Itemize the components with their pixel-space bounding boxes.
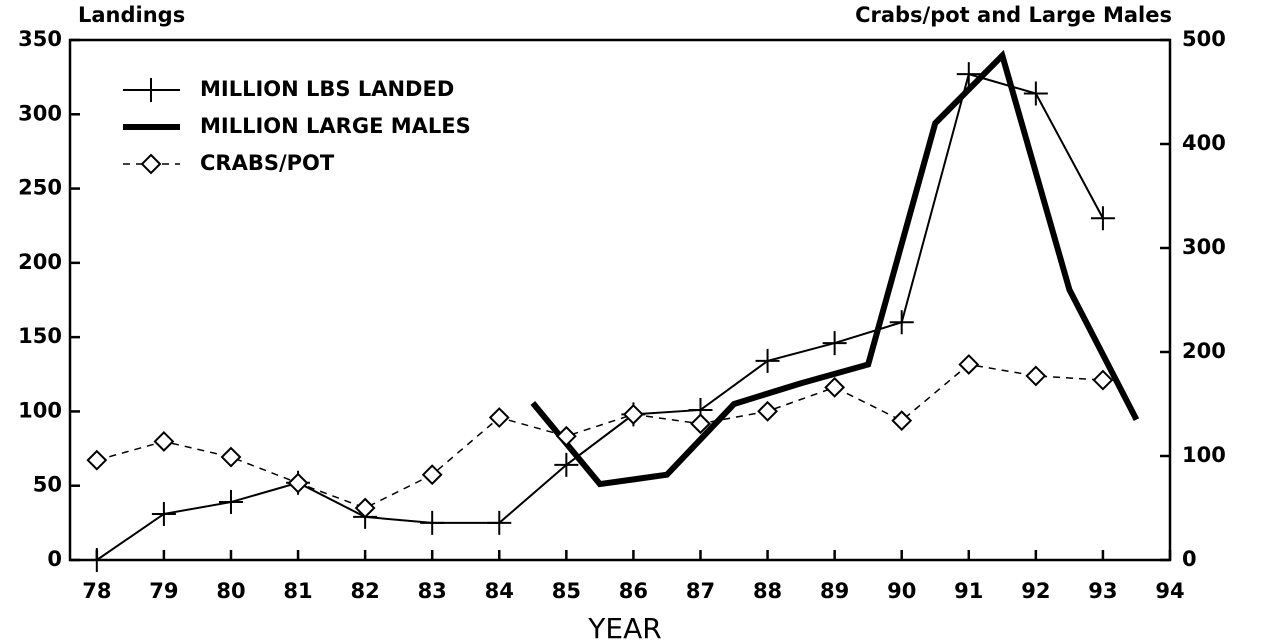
point <box>1023 81 1048 106</box>
point <box>287 472 309 494</box>
point <box>755 348 780 373</box>
point <box>86 449 108 471</box>
x-tick-label: 81 <box>283 579 312 603</box>
series-line <box>530 49 1140 488</box>
x-tick-label: 92 <box>1021 579 1050 603</box>
point <box>84 548 109 572</box>
point <box>218 490 243 515</box>
x-tick-label: 80 <box>216 579 245 603</box>
point <box>488 407 510 428</box>
point <box>421 464 443 486</box>
point <box>889 310 914 335</box>
y-tick-label: 350 <box>18 27 62 51</box>
x-tick-label: 79 <box>149 579 178 603</box>
point <box>824 376 846 398</box>
legend-label: CRABS/POT <box>200 151 335 175</box>
point <box>555 425 577 447</box>
legend-label: MILLION LBS LANDED <box>200 77 454 101</box>
point <box>487 510 512 535</box>
point <box>822 331 847 356</box>
y-tick-label: 200 <box>18 250 62 274</box>
x-tick-label: 78 <box>82 579 111 603</box>
legend-marker <box>139 78 163 102</box>
y2-tick-label: 0 <box>1182 547 1197 571</box>
x-tick-label: 83 <box>418 579 447 603</box>
y2-tick-label: 200 <box>1182 339 1226 363</box>
point <box>956 62 981 87</box>
y2-axis-label: Crabs/pot and Large Males <box>855 3 1172 27</box>
x-tick-label: 90 <box>887 579 916 603</box>
point <box>1090 206 1115 231</box>
point <box>354 497 376 519</box>
point <box>220 446 242 468</box>
x-tick-label: 82 <box>351 579 380 603</box>
x-tick-label: 84 <box>485 579 514 603</box>
point <box>690 413 711 435</box>
x-tick-label: 94 <box>1155 579 1184 603</box>
point <box>1025 365 1047 387</box>
y-tick-label: 250 <box>18 176 62 200</box>
point <box>1092 369 1114 391</box>
x-tick-label: 93 <box>1088 579 1117 603</box>
series-line <box>96 72 1104 561</box>
y-tick-label: 0 <box>47 547 62 571</box>
y2-tick-label: 400 <box>1182 131 1226 155</box>
x-tick-label: 87 <box>686 579 715 603</box>
y2-tick-label: 100 <box>1182 443 1226 467</box>
point <box>623 403 644 425</box>
x-tick-label: 91 <box>954 579 983 603</box>
x-tick-label: 89 <box>820 579 849 603</box>
point <box>757 400 778 422</box>
x-tick-label: 86 <box>619 579 648 603</box>
point <box>420 510 445 535</box>
y2-tick-label: 300 <box>1182 235 1226 259</box>
point <box>891 410 913 432</box>
y-axis-label: Landings <box>78 3 185 27</box>
x-tick-label: 88 <box>753 579 782 603</box>
y-tick-label: 150 <box>18 324 62 348</box>
series-line <box>96 363 1103 509</box>
point <box>554 452 579 477</box>
x-axis-label: YEAR <box>587 612 661 644</box>
y-tick-label: 300 <box>18 101 62 125</box>
x-tick-label: 85 <box>552 579 581 603</box>
y2-tick-label: 500 <box>1182 27 1226 51</box>
plot-frame <box>68 38 1172 562</box>
legend-label: MILLION LARGE MALES <box>200 114 471 138</box>
point <box>151 501 176 526</box>
y-tick-label: 100 <box>18 398 62 422</box>
point <box>153 431 175 452</box>
y-tick-label: 50 <box>33 473 62 497</box>
point <box>958 354 980 375</box>
legend-marker <box>140 153 162 175</box>
